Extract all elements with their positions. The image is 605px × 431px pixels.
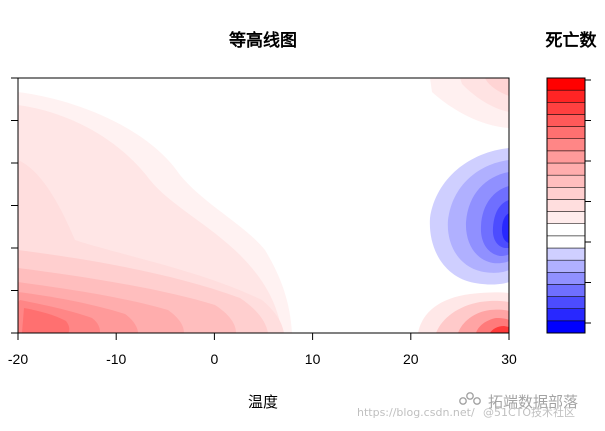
colorbar-swatch — [546, 235, 586, 249]
colorbar-swatch — [546, 223, 586, 237]
colorbar-swatch — [546, 102, 586, 115]
x-tick-label: -10 — [106, 351, 126, 367]
colorbar-swatch — [546, 126, 586, 139]
colorbar-swatch — [546, 308, 586, 322]
colorbar-frame — [546, 77, 586, 334]
contour-band — [485, 78, 509, 96]
brand-logo-icon — [459, 392, 481, 405]
colorbar-swatch — [546, 187, 586, 200]
x-tick-label: 30 — [501, 351, 517, 367]
y-axis — [11, 77, 18, 334]
colorbar-swatch — [546, 272, 586, 285]
colorbar-swatch — [546, 77, 586, 91]
colorbar-swatch — [546, 89, 586, 103]
colorbar-swatch — [546, 284, 586, 297]
watermark: 拓端数据部落 https://blog.csdn.net/ @51CTO技术社区 — [357, 392, 578, 419]
x-tick-label: 20 — [403, 351, 419, 367]
colorbar-swatch — [546, 150, 586, 164]
colorbar-swatch — [546, 259, 586, 273]
colorbar-swatch — [546, 174, 586, 188]
watermark-attribution: @51CTO技术社区 — [483, 405, 575, 419]
x-axis: -20 -10 0 10 20 30 — [8, 333, 517, 367]
chart-title: 等高线图 — [229, 30, 297, 51]
colorbar — [546, 77, 591, 334]
x-tick-label: 0 — [211, 351, 219, 367]
contour-plot-area — [18, 78, 509, 333]
x-tick-label: 10 — [305, 351, 321, 367]
colorbar-swatch — [546, 162, 586, 176]
colorbar-swatch — [546, 114, 586, 127]
watermark-brand: 拓端数据部落 — [488, 393, 578, 411]
colorbar-swatch — [546, 211, 586, 224]
contour-band — [22, 308, 70, 333]
colorbar-title: 死亡数 — [546, 30, 598, 51]
contour-band — [490, 326, 509, 333]
colorbar-swatch — [546, 199, 586, 212]
colorbar-swatch — [546, 320, 586, 334]
watermark-url: https://blog.csdn.net/ — [357, 406, 475, 419]
colorbar-swatch — [546, 247, 586, 261]
contour-fills — [18, 78, 509, 333]
colorbar-swatch — [546, 296, 586, 309]
x-axis-label: 温度 — [248, 393, 278, 411]
colorbar-swatch — [546, 138, 586, 152]
x-tick-label: -20 — [8, 351, 28, 367]
contour-band — [502, 213, 509, 243]
